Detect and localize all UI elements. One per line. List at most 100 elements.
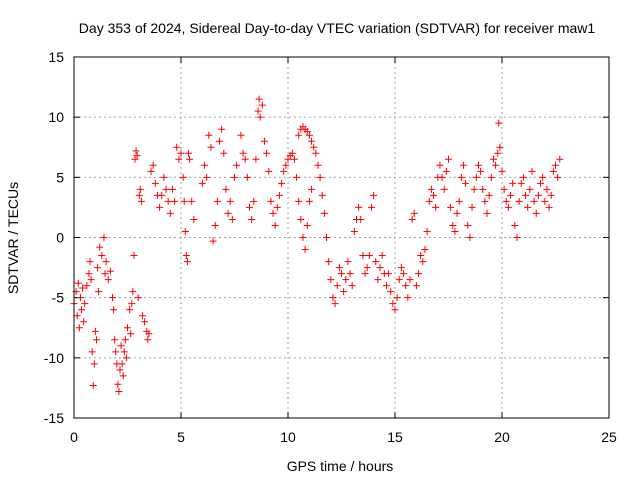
data-point xyxy=(445,155,452,163)
data-point xyxy=(361,270,369,278)
data-point xyxy=(75,324,83,332)
data-point xyxy=(301,246,309,254)
data-point xyxy=(168,185,176,193)
data-point xyxy=(295,131,303,139)
data-point xyxy=(376,264,384,272)
data-point xyxy=(487,173,495,181)
data-point xyxy=(537,179,545,187)
data-point xyxy=(436,161,444,169)
data-point xyxy=(250,197,258,205)
data-point xyxy=(329,294,337,302)
data-point xyxy=(216,137,224,145)
data-point xyxy=(198,179,206,187)
data-point xyxy=(359,252,367,260)
data-point xyxy=(481,197,489,205)
data-point xyxy=(310,143,318,151)
data-point xyxy=(160,173,168,181)
data-point xyxy=(408,215,416,223)
data-point xyxy=(305,197,313,205)
data-point xyxy=(515,197,523,205)
data-point xyxy=(128,300,136,308)
data-point xyxy=(297,215,305,223)
data-point xyxy=(213,197,221,205)
data-point xyxy=(190,215,198,223)
data-point xyxy=(331,300,339,308)
data-point xyxy=(186,155,194,163)
data-point xyxy=(502,197,510,205)
data-point xyxy=(269,209,277,217)
data-point xyxy=(342,276,350,284)
data-point xyxy=(231,173,238,181)
y-tick-label: -5 xyxy=(52,290,65,306)
data-point xyxy=(173,143,181,151)
data-point xyxy=(374,276,382,284)
data-point xyxy=(305,131,313,139)
data-point xyxy=(207,143,215,151)
data-point xyxy=(85,270,93,278)
data-point xyxy=(389,300,397,308)
data-point xyxy=(288,149,296,157)
data-point xyxy=(81,300,89,308)
data-point xyxy=(541,197,549,205)
data-point xyxy=(94,264,102,272)
data-point xyxy=(382,282,390,290)
data-points xyxy=(70,95,564,396)
data-point xyxy=(243,173,251,181)
data-point xyxy=(432,203,440,211)
data-point xyxy=(554,173,562,181)
data-point xyxy=(133,152,141,160)
data-point xyxy=(449,221,457,229)
data-point xyxy=(320,209,328,217)
data-point xyxy=(466,234,474,241)
data-point xyxy=(412,282,420,290)
data-point xyxy=(400,270,408,278)
data-point xyxy=(87,276,95,284)
data-point xyxy=(271,221,279,229)
data-point xyxy=(177,149,185,157)
data-point xyxy=(472,173,480,181)
data-point xyxy=(267,197,275,205)
data-point xyxy=(79,284,87,292)
data-point xyxy=(96,243,104,251)
y-tick-label: 5 xyxy=(56,169,64,185)
data-point xyxy=(184,149,192,157)
data-point xyxy=(284,155,292,163)
data-point xyxy=(117,342,125,350)
data-point xyxy=(477,167,485,175)
data-point xyxy=(124,324,131,332)
data-point xyxy=(543,185,551,193)
data-point xyxy=(136,185,144,193)
data-point xyxy=(74,279,82,287)
data-point xyxy=(239,149,247,157)
y-tick-label: 10 xyxy=(48,109,64,125)
data-point xyxy=(188,197,196,205)
data-point xyxy=(335,264,343,272)
data-point xyxy=(438,173,446,181)
data-point xyxy=(118,360,126,368)
data-point xyxy=(92,336,100,344)
data-point xyxy=(303,221,311,229)
data-point xyxy=(110,306,118,314)
x-tick-label: 5 xyxy=(177,429,185,445)
data-point xyxy=(182,252,190,260)
data-point xyxy=(166,209,174,217)
data-point xyxy=(474,161,482,169)
data-point xyxy=(419,258,427,266)
data-point xyxy=(417,252,425,260)
data-point xyxy=(122,354,130,362)
data-point xyxy=(479,185,487,193)
data-point xyxy=(101,270,109,278)
data-point xyxy=(145,330,153,338)
data-point xyxy=(106,267,114,275)
data-point xyxy=(275,191,283,199)
data-point xyxy=(423,227,431,235)
data-point xyxy=(263,149,271,157)
data-point xyxy=(265,167,273,175)
data-point xyxy=(95,288,103,296)
x-tick-label: 15 xyxy=(387,429,403,445)
data-point xyxy=(468,203,476,211)
data-point xyxy=(180,197,188,205)
x-tick-labels: 0 5 10 15 20 25 xyxy=(70,429,617,445)
y-axis-label: SDTVAR / TECUs xyxy=(5,182,21,294)
data-point xyxy=(312,149,320,157)
